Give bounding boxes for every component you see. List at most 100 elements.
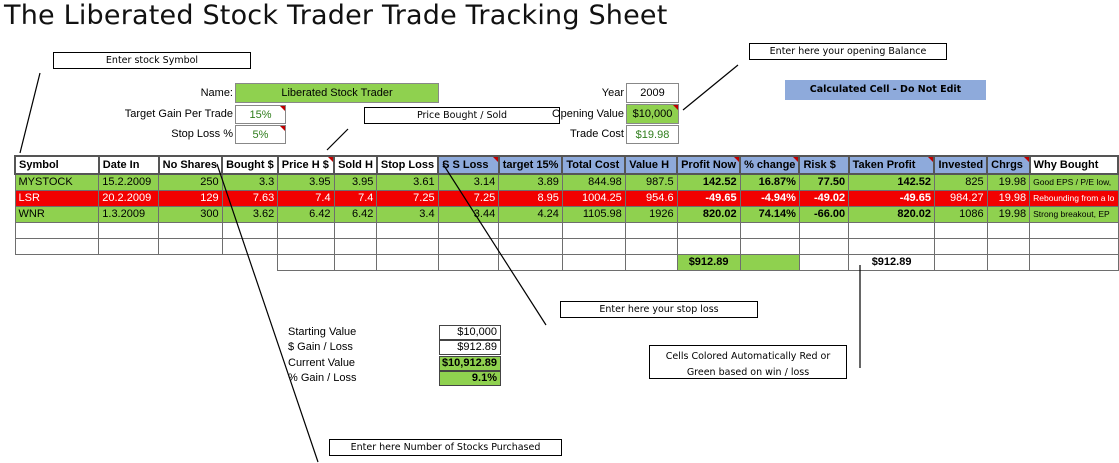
empty-cell[interactable] — [498, 237, 563, 255]
column-header: S S Loss — [437, 155, 500, 175]
column-header: Why Bought — [1028, 155, 1119, 175]
current-value-label: Current Value — [288, 357, 356, 369]
line-price-bought — [326, 128, 349, 151]
totals-row: $912.89 $912.89 — [15, 253, 1119, 271]
total-cell — [561, 253, 626, 271]
empty-cell[interactable] — [437, 221, 500, 239]
table-cell[interactable]: 300 — [158, 205, 223, 223]
table-cell[interactable]: -49.65 — [848, 189, 935, 207]
empty-cell[interactable] — [739, 237, 800, 255]
table-cell[interactable]: 1926 — [624, 205, 678, 223]
empty-cell[interactable] — [798, 221, 850, 239]
table-cell[interactable]: 19.98 — [986, 205, 1031, 223]
column-header: Stop Loss — [375, 155, 440, 175]
table-cell[interactable]: 129 — [158, 189, 223, 207]
table-cell[interactable]: -4.94% — [739, 189, 800, 207]
opening-value-input[interactable]: $10,000 — [626, 104, 679, 124]
table-cell[interactable]: 3.89 — [498, 173, 563, 191]
table-cell[interactable]: 8.95 — [498, 189, 563, 207]
table-row: WNR 1.3.2009 300 3.62 6.42 6.42 3.4 3.44 4.24 110… — [14, 205, 1119, 223]
table-cell[interactable]: 3.95 — [333, 173, 378, 191]
empty-cell[interactable] — [376, 237, 439, 255]
table-cell[interactable]: 3.44 — [437, 205, 500, 223]
table-cell[interactable]: 6.42 — [277, 205, 335, 223]
empty-cell[interactable] — [676, 221, 741, 239]
table-cell[interactable]: -66.00 — [798, 205, 850, 223]
empty-cell[interactable] — [333, 237, 378, 255]
callout-stock-symbol: Enter stock Symbol — [53, 52, 251, 69]
table-cell[interactable]: 820.02 — [848, 205, 935, 223]
table-cell[interactable]: WNR — [14, 205, 100, 223]
table-cell[interactable]: 954.6 — [624, 189, 678, 207]
column-header: Date In — [97, 155, 160, 175]
line-opening-balance — [682, 64, 739, 111]
table-cell[interactable]: 7.25 — [376, 189, 439, 207]
total-cell — [1029, 253, 1119, 271]
stop-loss-pct-input[interactable]: 5% — [235, 125, 286, 144]
empty-cell[interactable] — [98, 221, 160, 239]
table-cell[interactable]: 3.4 — [376, 205, 439, 223]
table-cell[interactable]: 20.2.2009 — [98, 189, 160, 207]
table-cell[interactable]: 844.98 — [561, 173, 626, 191]
table-cell[interactable]: 77.50 — [798, 173, 850, 191]
table-cell[interactable]: 3.62 — [221, 205, 279, 223]
total-cell — [798, 253, 850, 271]
table-cell[interactable]: Strong breakout, EP — [1029, 205, 1119, 223]
table-cell[interactable]: 7.4 — [333, 189, 378, 207]
year-input[interactable]: 2009 — [626, 83, 679, 103]
table-cell[interactable]: 74.14% — [739, 205, 800, 223]
table-cell[interactable]: 7.25 — [437, 189, 500, 207]
table-cell[interactable]: 3.95 — [277, 173, 335, 191]
total-taken-profit: $912.89 — [848, 253, 935, 271]
table-cell[interactable]: 1086 — [933, 205, 988, 223]
table-cell[interactable]: 1004.25 — [561, 189, 626, 207]
table-cell[interactable]: -49.65 — [676, 189, 741, 207]
empty-row — [14, 237, 1119, 255]
empty-cell[interactable] — [986, 237, 1031, 255]
column-header: No Shares — [157, 155, 224, 175]
empty-cell[interactable] — [933, 221, 988, 239]
table-cell[interactable]: 987.5 — [624, 173, 678, 191]
empty-cell[interactable] — [437, 237, 500, 255]
empty-cell[interactable] — [1029, 237, 1119, 255]
trade-cost-input[interactable]: $19.98 — [626, 125, 679, 144]
empty-cell[interactable] — [221, 221, 279, 239]
table-cell[interactable]: 1.3.2009 — [98, 205, 160, 223]
year-label: Year — [601, 87, 624, 99]
callout-auto-color: Cells Colored Automatically Red or Green… — [649, 345, 847, 379]
table-row: MYSTOCK 15.2.2009 250 3.3 3.95 3.95 3.61 3.14 3.… — [14, 173, 1119, 191]
table-cell[interactable]: LSR — [14, 189, 100, 207]
empty-cell[interactable] — [848, 237, 935, 255]
table-cell[interactable]: 3.3 — [221, 173, 279, 191]
empty-cell[interactable] — [158, 221, 223, 239]
line-num-stocks — [216, 163, 319, 463]
column-header: Bought $ — [221, 155, 279, 175]
empty-cell[interactable] — [561, 221, 626, 239]
column-header: Price H $ — [276, 155, 336, 175]
empty-cell[interactable] — [158, 237, 223, 255]
opening-value-label: Opening Value — [552, 108, 624, 120]
total-cell — [624, 253, 678, 271]
table-cell[interactable]: 6.42 — [333, 205, 378, 223]
empty-cell[interactable] — [624, 237, 678, 255]
table-cell[interactable]: 825 — [933, 173, 988, 191]
total-cell — [376, 253, 439, 271]
target-gain-input[interactable]: 15% — [235, 105, 286, 124]
table-cell[interactable]: 19.98 — [986, 189, 1031, 207]
gain-loss-value: $912.89 — [439, 340, 501, 355]
table-cell[interactable]: MYSTOCK — [14, 173, 100, 191]
current-value: $10,912.89 — [439, 356, 501, 371]
empty-cell[interactable] — [221, 237, 279, 255]
table-cell[interactable]: 19.98 — [986, 173, 1031, 191]
table-cell[interactable]: Good EPS / P/E low, — [1029, 173, 1119, 191]
table-cell[interactable]: 4.24 — [498, 205, 563, 223]
empty-cell[interactable] — [933, 237, 988, 255]
empty-cell[interactable] — [277, 237, 335, 255]
callout-stop-loss: Enter here your stop loss — [560, 301, 758, 318]
empty-cell[interactable] — [98, 237, 160, 255]
header-row: Symbol Date In No Shares Bought $ Price H $ S… — [14, 155, 1119, 175]
total-cell — [986, 253, 1031, 271]
name-input[interactable]: Liberated Stock Trader — [235, 83, 439, 103]
empty-cell[interactable] — [333, 221, 378, 239]
column-header: % change — [739, 155, 801, 175]
